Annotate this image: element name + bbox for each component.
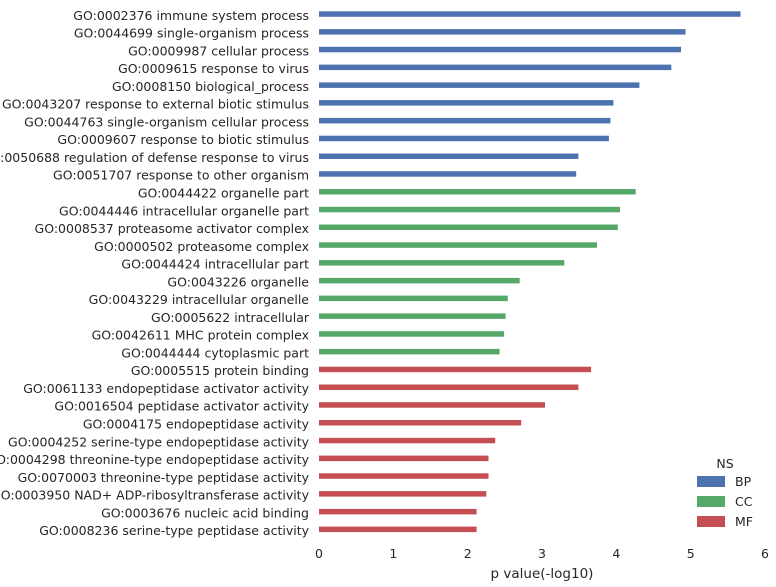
category-label: GO:0044444 cytoplasmic part: [121, 345, 309, 360]
bar-bp: [319, 64, 672, 71]
legend-label-bp: BP: [735, 474, 752, 489]
bar-cc: [319, 277, 520, 284]
legend-label-cc: CC: [735, 494, 753, 509]
category-label: GO:0003950 NAD+ ADP-ribosyltransferase a…: [0, 488, 310, 503]
x-tick-label: 4: [612, 546, 620, 561]
bar-cc: [319, 313, 506, 319]
bar-cc: [319, 260, 565, 266]
bar-mf: [319, 437, 496, 444]
category-label: GO:0000502 proteasome complex: [94, 239, 309, 254]
category-label: GO:0043229 intracellular organelle: [89, 292, 310, 307]
category-label: GO:0004252 serine-type endopeptidase act…: [8, 434, 310, 449]
legend-label-mf: MF: [735, 514, 753, 529]
bar-mf: [319, 402, 545, 408]
bar-cc: [319, 224, 618, 230]
x-tick-label: 6: [761, 546, 769, 561]
category-label: GO:0061133 endopeptidase activator activ…: [23, 381, 309, 396]
legend-swatch-bp: [697, 476, 725, 487]
category-label: GO:0008236 serine-type peptidase activit…: [39, 523, 309, 538]
x-tick-labels: 0 1 2 3 4 5 6: [315, 546, 769, 561]
bar-bp: [319, 171, 577, 177]
category-label: GO:0008537 proteasome activator complex: [35, 221, 309, 236]
category-label: GO:0050688 regulation of defense respons…: [0, 150, 309, 165]
bar-bp: [319, 29, 686, 35]
category-label: GO:0005515 protein binding: [131, 363, 309, 378]
bar-mf: [319, 508, 477, 515]
category-label: GO:0016504 peptidase activator activity: [54, 399, 309, 414]
category-label: GO:0009615 response to virus: [118, 61, 309, 76]
bar-cc: [319, 242, 597, 248]
legend-swatch-mf: [697, 516, 725, 527]
bars-group: [319, 11, 741, 533]
bar-cc: [319, 348, 500, 355]
category-label: GO:0004175 endopeptidase activity: [83, 417, 310, 432]
bar-bp: [319, 135, 609, 142]
category-label: GO:0005622 intracellular: [151, 310, 310, 325]
category-label: GO:0051707 response to other organism: [53, 168, 309, 183]
category-label: GO:0043207 response to external biotic s…: [2, 97, 309, 112]
legend-title: NS: [716, 456, 733, 471]
bar-bp: [319, 117, 611, 124]
bar-cc: [319, 206, 620, 213]
x-tick-label: 2: [464, 546, 472, 561]
category-label: GO:0044446 intracellular organelle part: [59, 203, 309, 218]
category-label: GO:0009987 cellular process: [128, 43, 309, 58]
x-tick-label: 0: [315, 546, 323, 561]
bar-mf: [319, 473, 489, 479]
bar-bp: [319, 11, 741, 17]
category-label: GO:0044422 organelle part: [138, 186, 309, 201]
x-tick-label: 3: [538, 546, 546, 561]
bar-mf: [319, 366, 592, 373]
bar-bp: [319, 82, 640, 88]
category-labels: GO:0002376 immune system process GO:00446…: [0, 8, 310, 538]
legend: NS BP CC MF: [697, 456, 753, 529]
bar-mf: [319, 455, 489, 462]
category-label: GO:0003676 nucleic acid binding: [101, 505, 309, 520]
category-label: GO:0044699 single-organism process: [74, 26, 309, 41]
x-tick-label: 5: [687, 546, 695, 561]
category-label: GO:0009607 response to biotic stimulus: [57, 132, 309, 147]
category-label: GO:0004298 threonine-type endopeptidase …: [0, 452, 310, 467]
bar-bp: [319, 100, 614, 106]
legend-swatch-cc: [697, 496, 725, 507]
category-label: GO:0002376 immune system process: [73, 8, 309, 23]
category-label: GO:0044424 intracellular part: [121, 257, 309, 272]
category-label: GO:0044763 single-organism cellular proc…: [24, 114, 309, 129]
bar-bp: [319, 153, 579, 159]
bar-mf: [319, 420, 522, 426]
x-tick-label: 1: [389, 546, 397, 561]
bar-bp: [319, 46, 681, 53]
bar-mf: [319, 384, 579, 390]
bar-cc: [319, 295, 508, 302]
category-label: GO:0043226 organelle: [167, 274, 309, 289]
category-label: GO:0042611 MHC protein complex: [92, 328, 309, 343]
bar-mf: [319, 526, 477, 533]
x-axis-title: p value(-log10): [491, 566, 594, 582]
category-label: GO:0070003 threonine-type peptidase acti…: [18, 470, 310, 485]
bar-cc: [319, 331, 505, 337]
bar-mf: [319, 491, 487, 497]
category-label: GO:0008150 biological_process: [112, 79, 309, 94]
legend-items: BP CC MF: [697, 474, 753, 529]
bar-cc: [319, 189, 636, 195]
